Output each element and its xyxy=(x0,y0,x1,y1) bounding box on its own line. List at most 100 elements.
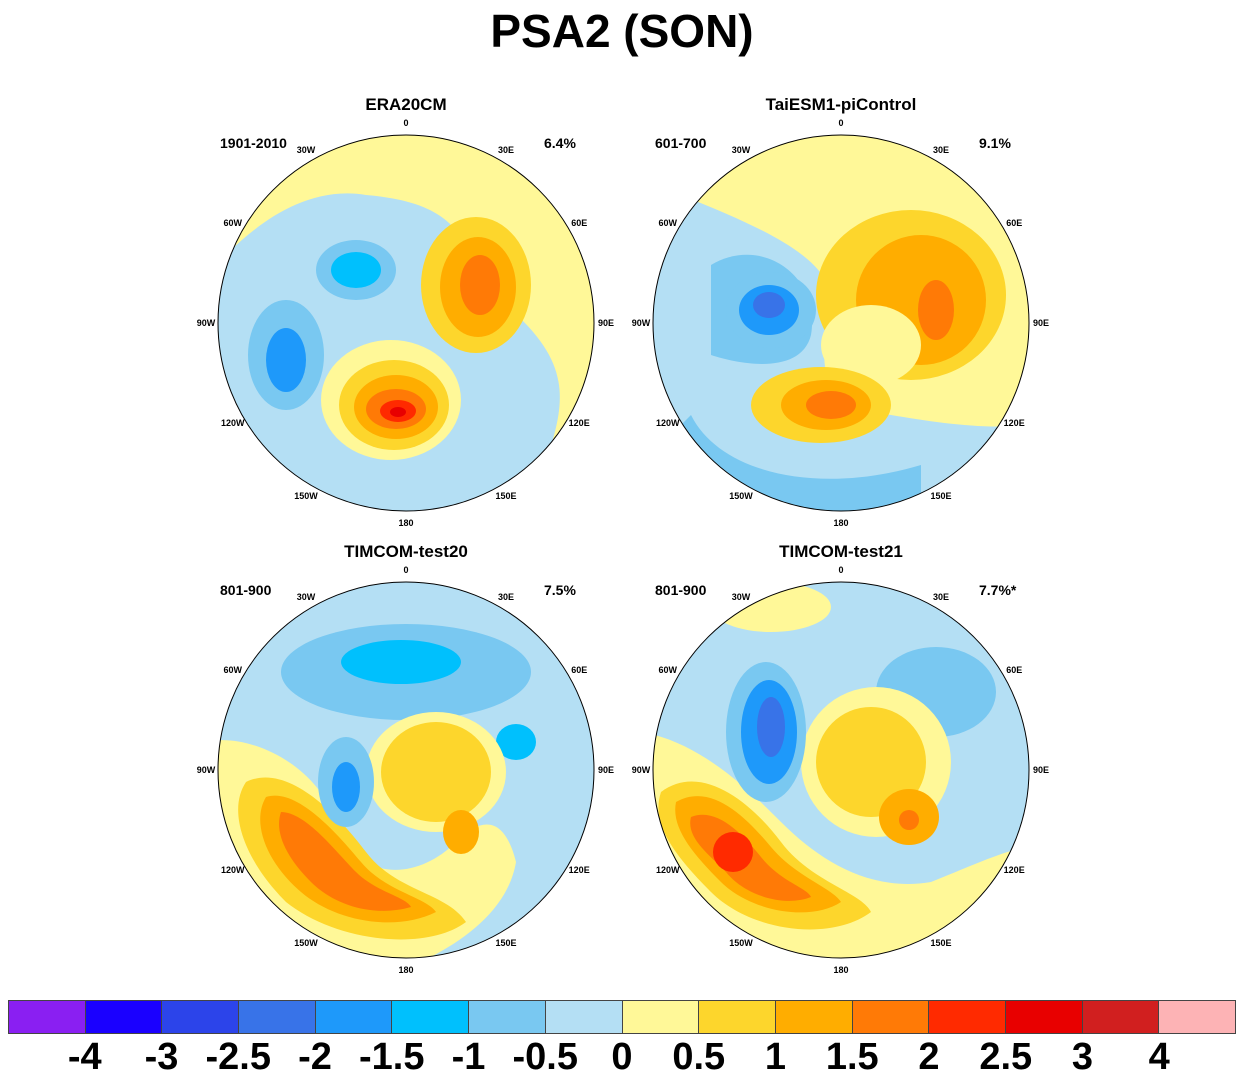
panel-period: 801-900 xyxy=(220,582,272,598)
panel-title: TIMCOM-test21 xyxy=(779,542,903,561)
longitude-label: 150W xyxy=(729,938,753,948)
colorbar-tick-label: -1.5 xyxy=(359,1036,425,1078)
polar-map: 0 30E 60E 90E 120E 150E 180 150W 120W 90W 60W 30W xyxy=(632,118,1049,528)
longitude-label: 120E xyxy=(569,865,590,875)
longitude-label: 150E xyxy=(930,491,951,501)
colorbar-segment xyxy=(1005,1001,1083,1033)
longitude-label: 60W xyxy=(659,665,678,675)
longitude-label: 150W xyxy=(294,938,318,948)
colorbar-segment xyxy=(162,1001,240,1033)
colorbar-tick-label: -1 xyxy=(451,1036,486,1078)
longitude-label: 60W xyxy=(659,218,678,228)
colorbar-tick-label: 2.5 xyxy=(979,1036,1033,1078)
longitude-label: 60E xyxy=(571,218,587,228)
longitude-label: 120E xyxy=(1004,418,1025,428)
colorbar-segment xyxy=(852,1001,930,1033)
longitude-label: 60E xyxy=(1006,665,1022,675)
longitude-label: 150E xyxy=(930,938,951,948)
colorbar-tick-label: 2 xyxy=(918,1036,940,1078)
colorbar-tick-label: -0.5 xyxy=(512,1036,578,1078)
longitude-label: 30E xyxy=(933,592,949,602)
longitude-label: 60E xyxy=(571,665,587,675)
colorbar-tick-label: -2.5 xyxy=(205,1036,271,1078)
colorbar-segment xyxy=(469,1001,546,1033)
longitude-label: 180 xyxy=(398,518,413,528)
colorbar-segment xyxy=(392,1001,470,1033)
longitude-label: 120W xyxy=(656,865,680,875)
longitude-label: 120E xyxy=(1004,865,1025,875)
longitude-label: 30E xyxy=(498,592,514,602)
longitude-label: 180 xyxy=(398,965,413,975)
longitude-label: 90W xyxy=(632,318,651,328)
longitude-label: 120W xyxy=(221,418,245,428)
longitude-label: 0 xyxy=(838,118,843,128)
colorbar-segment xyxy=(929,1001,1006,1033)
panel-era20cm: ERA20CM 1901-2010 6.4% 0 30E 60E 90E 120E 150… xyxy=(186,95,626,535)
longitude-label: 30W xyxy=(732,145,751,155)
panel-period: 601-700 xyxy=(655,135,707,151)
longitude-label: 0 xyxy=(403,118,408,128)
longitude-labels: 0 30E 60E 90E 120E 150E 180 150W 120W 90W 60W 30W xyxy=(632,565,1049,975)
colorbar-segment xyxy=(622,1001,700,1033)
longitude-label: 90E xyxy=(1033,318,1049,328)
panel-title: ERA20CM xyxy=(365,95,447,114)
longitude-label: 90W xyxy=(632,765,651,775)
figure-title: PSA2 (SON) xyxy=(490,5,754,57)
colorbar-tick-label: 0.5 xyxy=(672,1036,726,1078)
panel-period: 1901-2010 xyxy=(220,135,287,151)
panel-variance: 7.7%* xyxy=(979,582,1017,598)
colorbar-segment xyxy=(699,1001,776,1033)
longitude-label: 0 xyxy=(403,565,408,575)
polar-map: 0 30E 60E 90E 120E 150E 180 150W 120W 90W 60W 30W xyxy=(632,565,1049,975)
longitude-label: 90W xyxy=(197,318,216,328)
longitude-label: 180 xyxy=(833,965,848,975)
longitude-label: 150W xyxy=(294,491,318,501)
longitude-label: 150E xyxy=(495,938,516,948)
colorbar-tick-label: 1 xyxy=(764,1036,787,1078)
colorbar-tick-label: 3 xyxy=(1071,1036,1094,1078)
colorbar-tick-label: -2 xyxy=(298,1036,332,1078)
longitude-labels: 0 30E 60E 90E 120E 150E 180 150W 120W 90W 60W 30W xyxy=(197,565,614,975)
longitude-label: 60E xyxy=(1006,218,1022,228)
longitude-label: 150E xyxy=(495,491,516,501)
colorbar-segment xyxy=(315,1001,393,1033)
colorbar-segment xyxy=(239,1001,316,1033)
longitude-label: 60W xyxy=(224,665,243,675)
longitude-label: 180 xyxy=(833,518,848,528)
colorbar-segment xyxy=(1082,1001,1160,1033)
longitude-label: 0 xyxy=(838,565,843,575)
longitude-label: 30W xyxy=(297,592,316,602)
longitude-label: 30E xyxy=(933,145,949,155)
longitude-label: 150W xyxy=(729,491,753,501)
longitude-label: 60W xyxy=(224,218,243,228)
colorbar-tick-label: 1.5 xyxy=(825,1036,879,1078)
longitude-label: 90E xyxy=(598,765,614,775)
colorbar-tick-label: -4 xyxy=(67,1036,102,1078)
polar-map: 0 30E 60E 90E 120E 150E 180 150W 120W 90W 60W 30W xyxy=(197,565,614,975)
polar-map: 0 30E 60E 90E 120E 150E 180 150W 120W 90W 60W 30W xyxy=(197,118,614,528)
colorbar-segment xyxy=(1159,1001,1235,1033)
colorbar-segment xyxy=(545,1001,623,1033)
colorbar-tick-label: 0 xyxy=(611,1036,633,1078)
colorbar xyxy=(8,1000,1236,1034)
panel-timcom-test20: TIMCOM-test20 801-900 7.5% 0 30E 60E 90E 120… xyxy=(186,542,626,982)
panel-variance: 9.1% xyxy=(979,135,1011,151)
longitude-label: 120W xyxy=(656,418,680,428)
colorbar-segment xyxy=(85,1001,163,1033)
longitude-label: 30W xyxy=(297,145,316,155)
longitude-label: 90E xyxy=(1033,765,1049,775)
panel-period: 801-900 xyxy=(655,582,707,598)
panel-title: TaiESM1-piControl xyxy=(765,95,917,114)
colorbar-segment xyxy=(775,1001,853,1033)
colorbar-segment xyxy=(9,1001,86,1033)
longitude-label: 120W xyxy=(221,865,245,875)
longitude-label: 120E xyxy=(569,418,590,428)
colorbar-tick-label: -3 xyxy=(144,1036,179,1078)
longitude-label: 30E xyxy=(498,145,514,155)
panel-variance: 6.4% xyxy=(544,135,576,151)
colorbar-tick-label: 4 xyxy=(1148,1036,1170,1078)
longitude-labels: 0 30E 60E 90E 120E 150E 180 150W 120W 90W 60W 30W xyxy=(197,118,614,528)
panel-title: TIMCOM-test20 xyxy=(344,542,468,561)
longitude-label: 90E xyxy=(598,318,614,328)
longitude-label: 90W xyxy=(197,765,216,775)
